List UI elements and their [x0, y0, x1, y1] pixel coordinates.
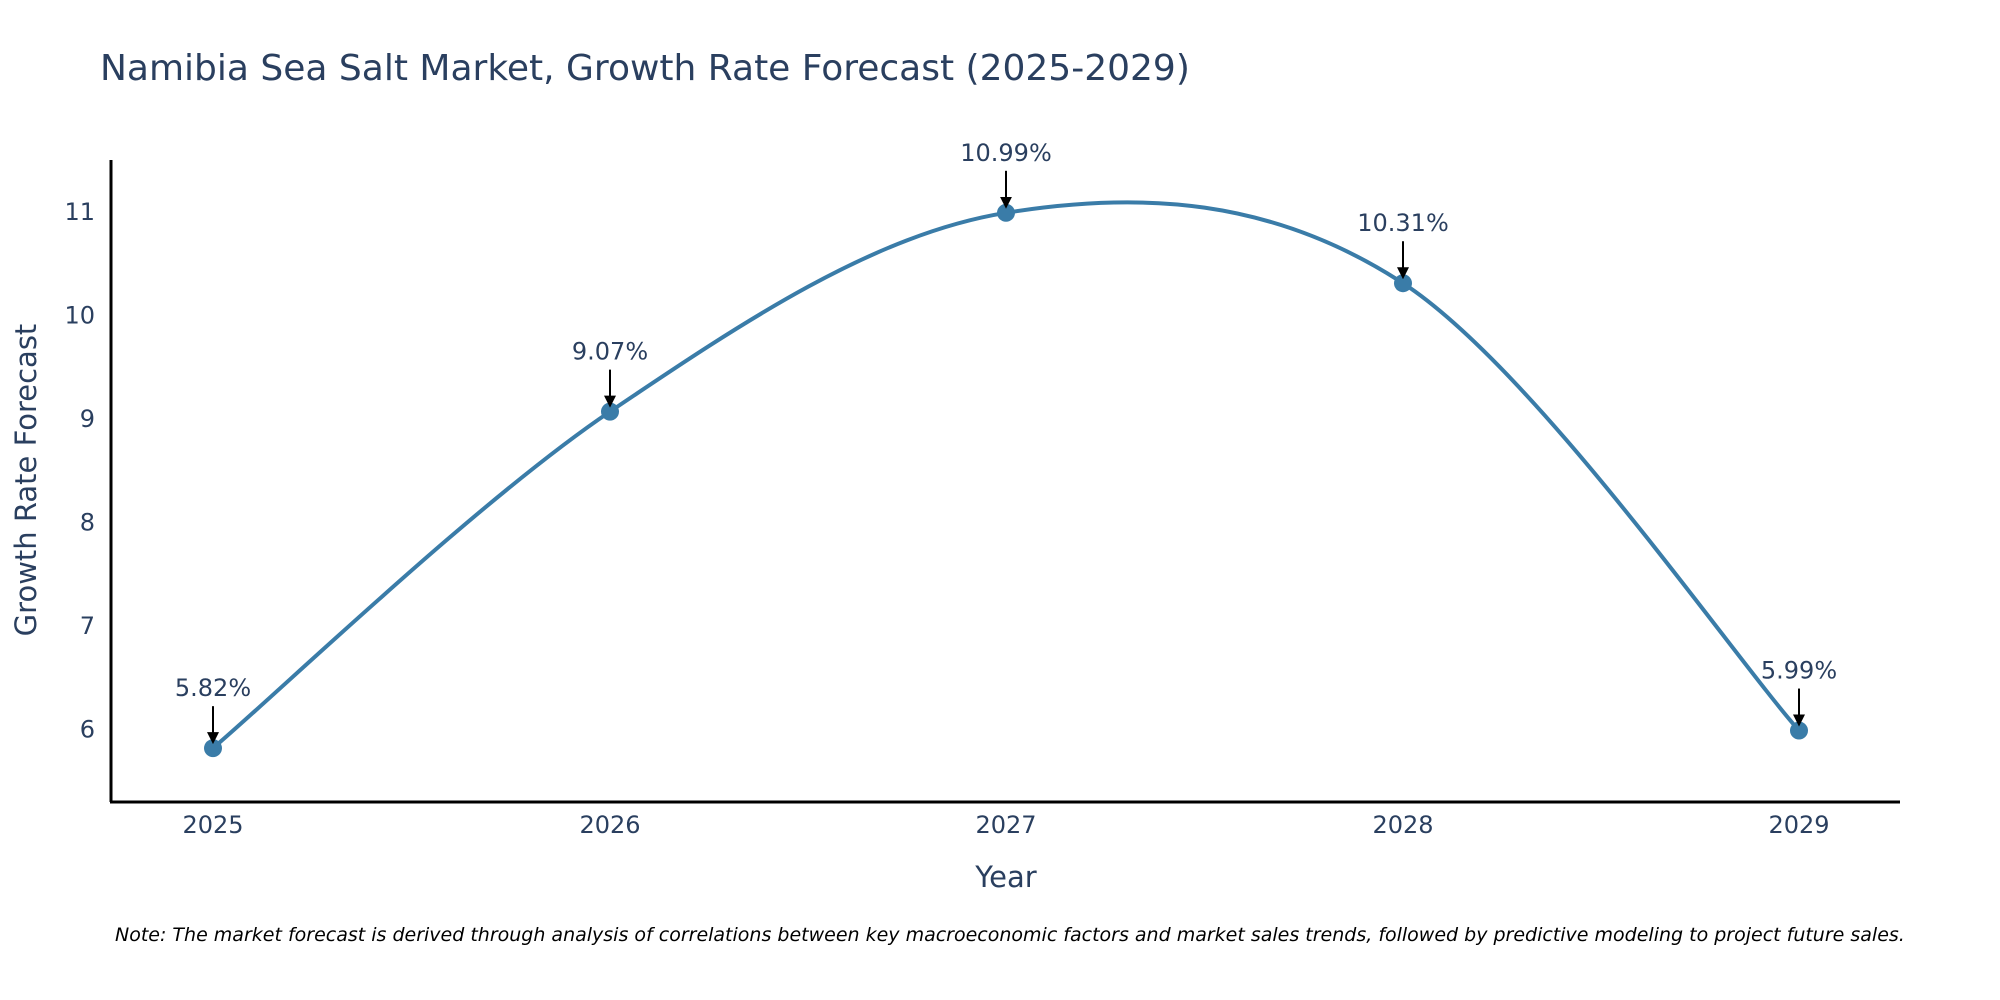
chart-title: Namibia Sea Salt Market, Growth Rate For… — [100, 48, 1190, 89]
y-tick-label: 7 — [80, 612, 95, 640]
chart-note: Note: The market forecast is derived thr… — [115, 924, 1905, 946]
x-tick-label: 2028 — [1372, 811, 1433, 839]
y-tick-label: 9 — [80, 405, 95, 433]
data-annotations: 5.82% 9.07% 10.99% 10.31% 5.99% — [175, 139, 1837, 745]
y-tick-label: 10 — [64, 301, 95, 329]
x-axis-title: Year — [974, 860, 1036, 894]
data-point-2025 — [204, 739, 222, 758]
data-point-2029 — [1790, 721, 1808, 740]
y-tick-label: 8 — [80, 508, 95, 536]
x-tick-label: 2027 — [975, 811, 1036, 839]
series-line — [211, 200, 1801, 750]
x-tick-label: 2026 — [579, 811, 640, 839]
x-tick-labels: 2025 2026 2027 2028 2029 — [182, 811, 1829, 839]
data-label: 9.07% — [572, 338, 648, 366]
data-label: 10.99% — [960, 139, 1052, 167]
y-tick-label: 6 — [80, 716, 95, 744]
y-axis-title: Growth Rate Forecast — [9, 324, 43, 637]
x-tick-label: 2025 — [182, 811, 243, 839]
data-markers — [204, 203, 1808, 758]
x-tick-label: 2029 — [1768, 811, 1829, 839]
data-point-2027 — [997, 203, 1015, 222]
y-tick-labels: 6 7 8 9 10 11 — [64, 198, 95, 744]
y-tick-label: 11 — [64, 198, 95, 226]
data-point-2026 — [601, 402, 619, 421]
data-label: 5.82% — [175, 674, 251, 702]
data-label: 5.99% — [1761, 657, 1837, 685]
data-label: 10.31% — [1357, 209, 1449, 237]
data-point-2028 — [1394, 274, 1412, 293]
